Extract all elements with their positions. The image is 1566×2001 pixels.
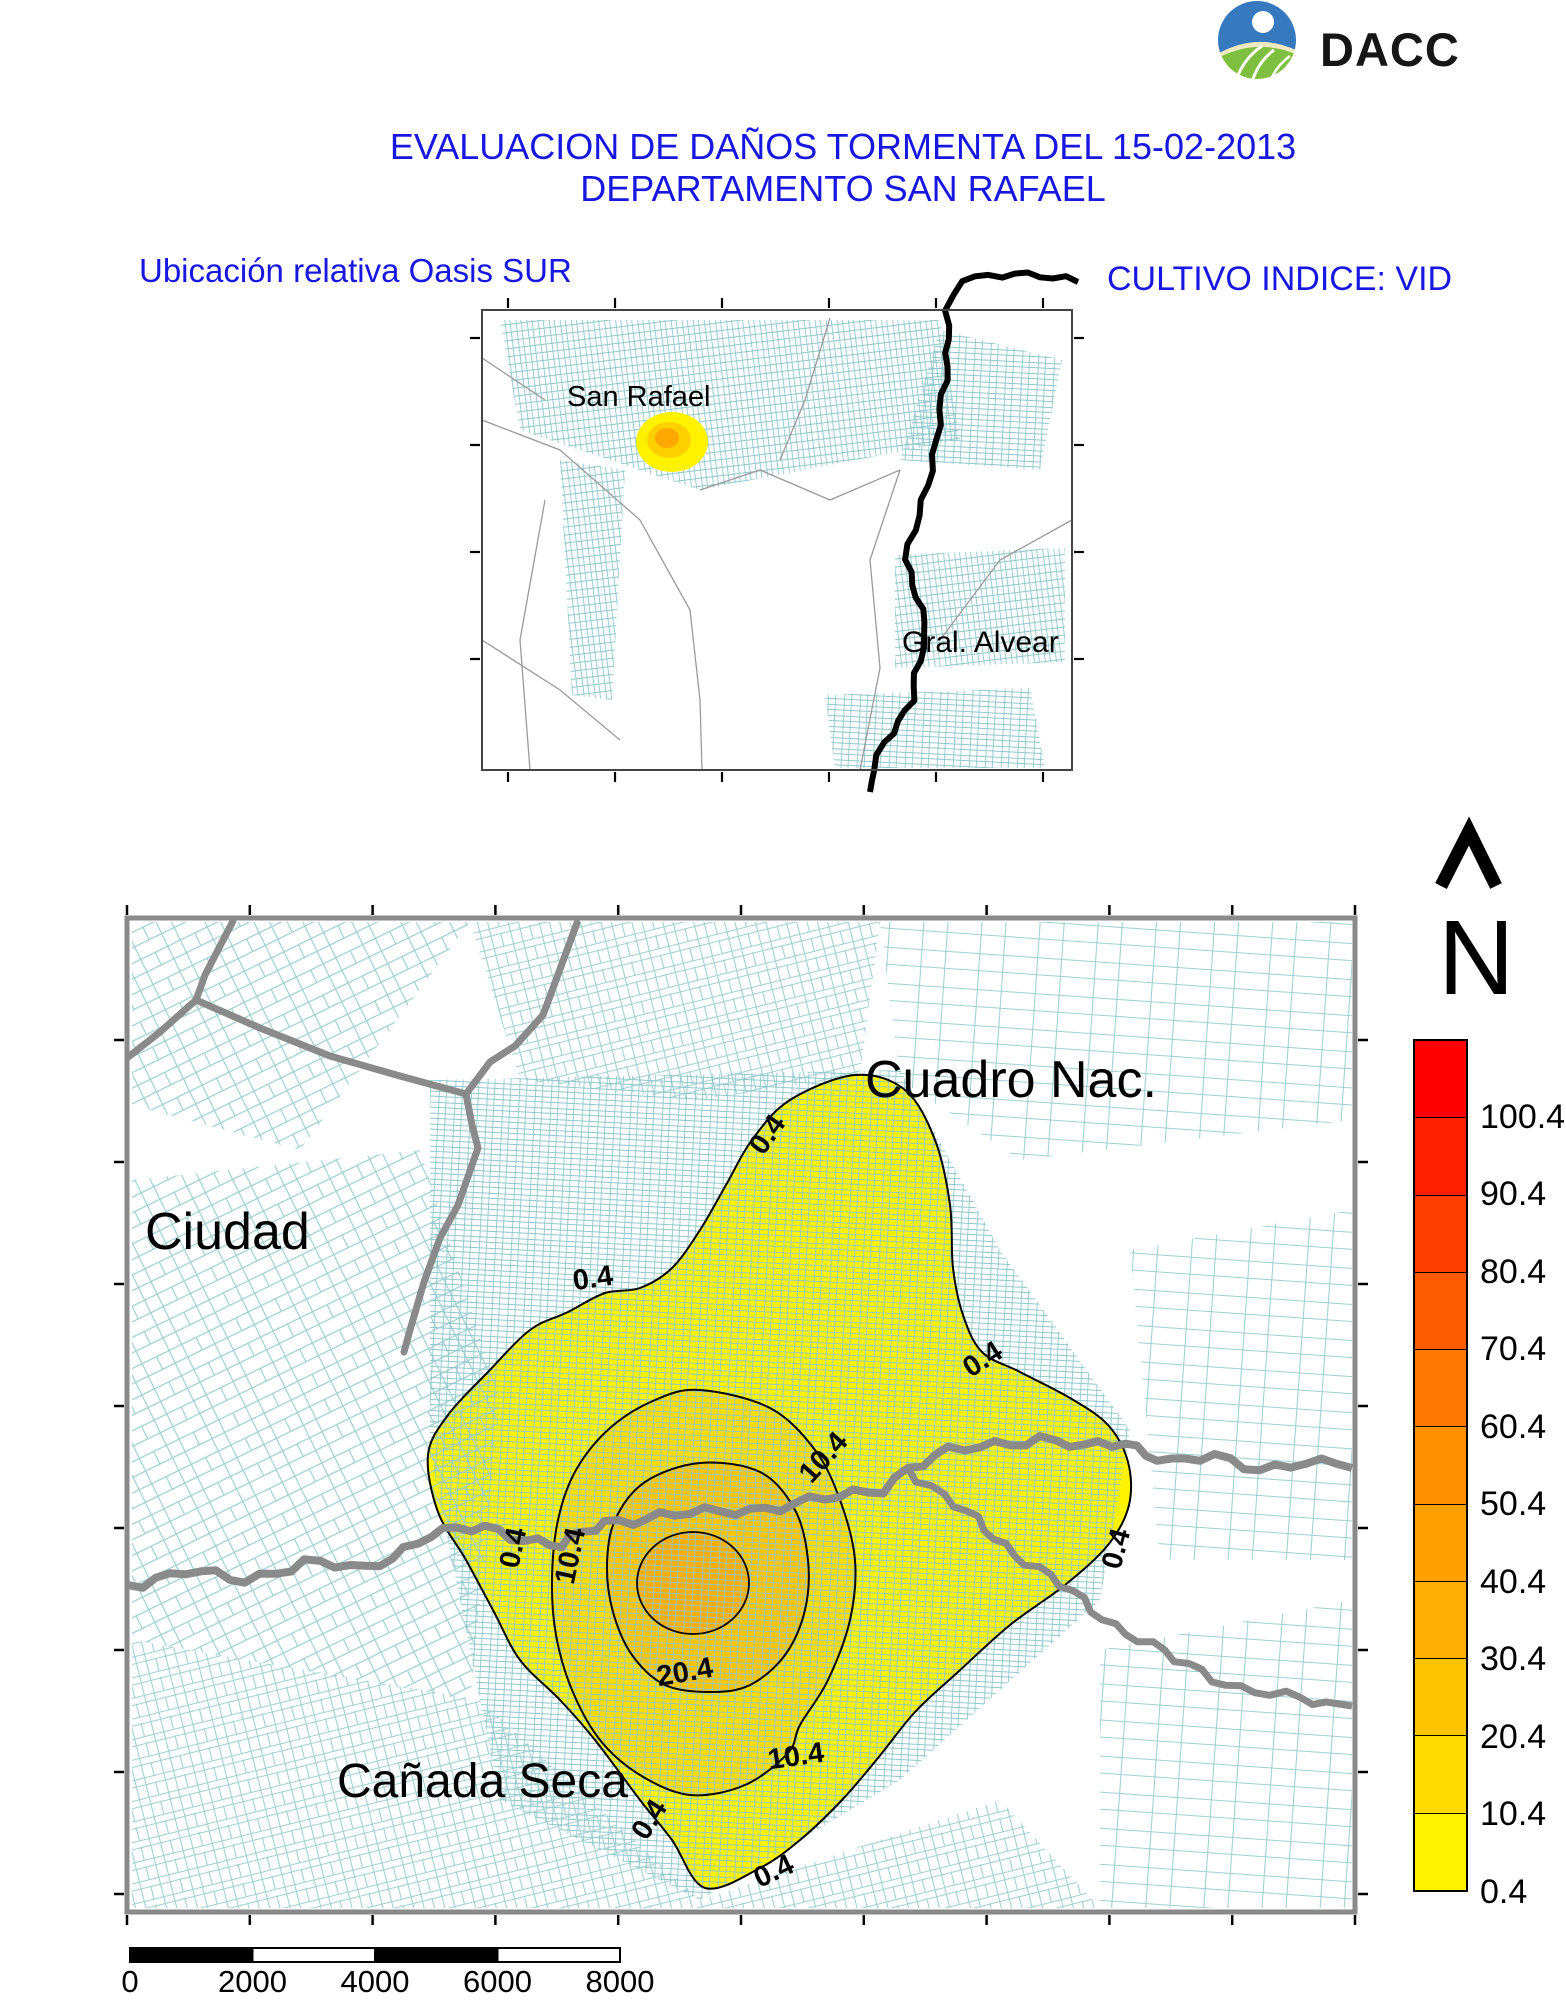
- contour-line-10-4: [550, 1388, 857, 1797]
- main-map-ticks: [114, 905, 1368, 1925]
- parcel-area: [560, 460, 625, 700]
- overview-map-frame: [481, 309, 1073, 771]
- damage-spot-core: [655, 428, 679, 448]
- legend-color-segment: [1415, 1813, 1466, 1890]
- overview-map: [470, 269, 1084, 793]
- place-label: Cuadro Nac.: [865, 1051, 1157, 1109]
- river-branch-line: [904, 1466, 1353, 1710]
- scale-bar-value: 4000: [340, 1964, 410, 1999]
- river-line: [127, 1432, 1354, 1592]
- legend-color-segment: [1415, 1350, 1466, 1428]
- legend-color-segment: [1415, 1118, 1466, 1196]
- page-title: EVALUACION DE DAÑOS TORMENTA DEL 15-02-2…: [120, 126, 1566, 210]
- overview-place-label: San Rafael: [567, 381, 711, 413]
- legend-color-segment: [1415, 1195, 1466, 1273]
- subtitle-left: Ubicación relativa Oasis SUR: [139, 252, 572, 289]
- legend-value-label: 90.4: [1480, 1175, 1547, 1214]
- legend-color-segment: [1415, 1427, 1466, 1505]
- overview-place-label: Gral. Alvear: [902, 626, 1059, 659]
- scale-bar-value: 2000: [218, 1964, 287, 1999]
- legend-value-label: 50.4: [1480, 1485, 1547, 1524]
- boundary-roads: [127, 918, 581, 1356]
- parcel-area: [500, 320, 960, 490]
- legend-value-label: 70.4: [1480, 1330, 1547, 1369]
- color-scale-legend: [1413, 1039, 1468, 1892]
- legend-value-label: 80.4: [1480, 1252, 1547, 1291]
- scale-bar-value: 6000: [463, 1964, 532, 1999]
- legend-value-label: 100.4: [1480, 1097, 1566, 1136]
- contour-line-20-4: [605, 1461, 810, 1694]
- contour-line-0-4: [426, 1073, 1133, 1890]
- title-line-1: EVALUACION DE DAÑOS TORMENTA DEL 15-02-2…: [389, 126, 1297, 167]
- boundary-lines: [482, 317, 1072, 770]
- parcel-area: [825, 688, 1045, 768]
- contour-line-30-4: [636, 1531, 750, 1635]
- route-river-line: [867, 269, 1080, 793]
- place-label: Cañada Seca: [337, 1755, 628, 1808]
- legend-color-segment: [1415, 1736, 1466, 1814]
- main-map: [114, 905, 1368, 1925]
- legend-color-segment: [1415, 1272, 1466, 1351]
- place-label: Ciudad: [145, 1203, 310, 1261]
- legend-color-segment: [1415, 1581, 1466, 1660]
- north-label: N: [1438, 899, 1515, 1017]
- legend-color-segment: [1415, 1504, 1466, 1582]
- dacc-logo-icon: [1218, 1, 1296, 79]
- legend-value-label: 60.4: [1480, 1407, 1547, 1446]
- legend-color-segment: [1415, 1041, 1466, 1119]
- north-arrow-icon: [1435, 816, 1502, 889]
- subtitle-right: CULTIVO INDICE: VID: [1107, 260, 1453, 298]
- legend-value-label: 20.4: [1480, 1717, 1547, 1756]
- legend-value-label: 0.4: [1480, 1873, 1528, 1911]
- title-line-2: DEPARTAMENTO SAN RAFAEL: [580, 168, 1106, 209]
- legend-value-label: 10.4: [1480, 1795, 1547, 1834]
- parcel-area: [895, 548, 1065, 668]
- legend-value-label: 30.4: [1480, 1640, 1547, 1679]
- main-map-frame: [124, 915, 1358, 1915]
- scale-bar-value: 8000: [585, 1964, 655, 1999]
- legend-value-label: 40.4: [1480, 1562, 1547, 1601]
- parcel-areas: [132, 922, 1352, 1908]
- scale-bar: [129, 1947, 621, 1963]
- overview-map-ticks: [470, 298, 1084, 782]
- contour-label: 0.4: [570, 1259, 616, 1298]
- logo-text: DACC: [1320, 23, 1460, 76]
- scale-bar-value: 0: [121, 1964, 139, 1999]
- legend-color-segment: [1415, 1659, 1466, 1737]
